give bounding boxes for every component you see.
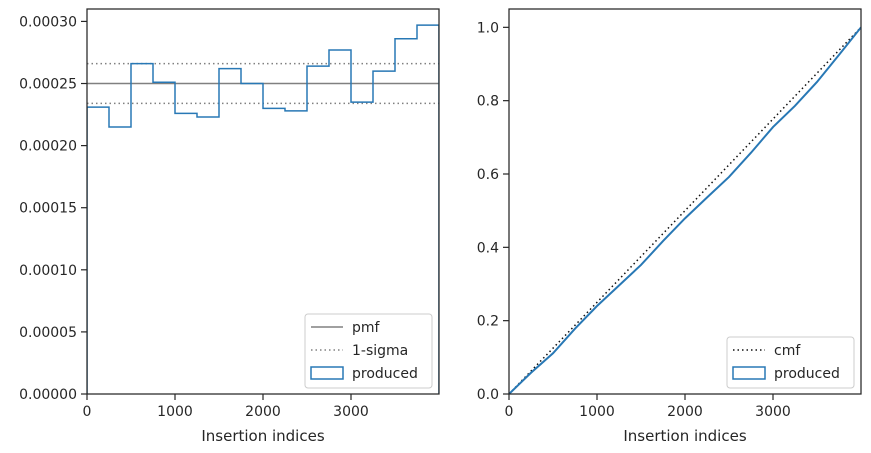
x-tick-label: 3000 [333, 404, 369, 420]
legend-label: pmf [352, 320, 381, 336]
produced-step-histogram [87, 24, 439, 394]
legend-label: produced [352, 366, 418, 382]
legend-label: cmf [774, 343, 801, 359]
right-panel-cmf: 0 1000 2000 3000 0.0 0.2 0.4 0.6 0.8 1.0 Insertion… [477, 8, 862, 445]
legend-produced-swatch [732, 366, 766, 380]
legend-box [726, 336, 855, 389]
y-tick-label: 0.0 [477, 387, 499, 403]
x-tick-label: 2000 [667, 404, 703, 420]
left-panel-pmf: 0 1000 2000 3000 0.00000 0.00005 0.00010 0.0001… [19, 8, 440, 445]
y-tick-label: 0.00015 [19, 201, 77, 217]
x-axis-label: Insertion indices [201, 427, 324, 445]
y-tick-label: 0.00030 [19, 14, 77, 30]
plot-area [509, 26, 861, 394]
cmf-line [509, 26, 861, 394]
x-axis-label: Insertion indices [623, 427, 746, 445]
plot-area [87, 24, 439, 394]
y-tick-label: 0.2 [477, 314, 499, 330]
x-tick-label: 0 [505, 404, 514, 420]
axes-frame [508, 8, 862, 395]
legend-box [304, 313, 433, 389]
legend-produced-swatch [310, 366, 344, 380]
y-tick-label: 0.4 [477, 240, 499, 256]
x-tick-label: 0 [83, 404, 92, 420]
y-tick-label: 0.00005 [19, 325, 77, 341]
legend-label: produced [774, 366, 840, 382]
y-tick-label: 0.8 [477, 94, 499, 110]
legend: cmf produced [726, 336, 855, 389]
y-tick-label: 1.0 [477, 20, 499, 36]
x-tick-label: 1000 [157, 404, 193, 420]
y-tick-label: 0.00010 [19, 263, 77, 279]
y-tick-label: 0.6 [477, 167, 499, 183]
produced-cumulative-line [509, 26, 861, 394]
x-tick-label: 1000 [579, 404, 615, 420]
y-tick-label: 0.00025 [19, 77, 77, 93]
y-tick-label: 0.00000 [19, 387, 77, 403]
legend: pmf 1-sigma produced [304, 313, 433, 389]
axes-frame [86, 8, 440, 395]
x-tick-label: 2000 [245, 404, 281, 420]
x-tick-label: 3000 [755, 404, 791, 420]
y-tick-label: 0.00020 [19, 139, 77, 155]
legend-label: 1-sigma [352, 343, 408, 359]
